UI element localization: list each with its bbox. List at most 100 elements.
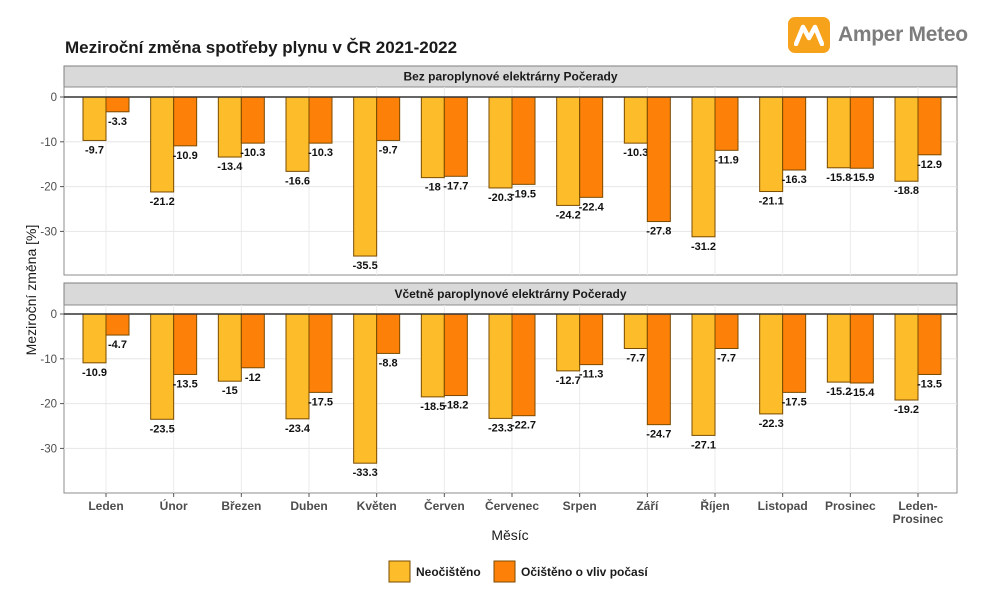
y-tick-label: -30 bbox=[40, 443, 57, 455]
data-label: -21.1 bbox=[759, 196, 784, 208]
data-label: -7.7 bbox=[717, 352, 736, 364]
bar-neocisteno bbox=[420, 313, 445, 398]
data-label: -18.2 bbox=[443, 400, 468, 412]
bar-ocisteno bbox=[511, 96, 536, 185]
bar-ocisteno bbox=[849, 313, 874, 384]
brand-name: Amper Meteo bbox=[838, 23, 968, 46]
data-label: -31.2 bbox=[691, 241, 716, 253]
data-label: -11.9 bbox=[714, 154, 738, 166]
brand-logo: Amper Meteo bbox=[788, 17, 968, 53]
data-label: -12 bbox=[245, 372, 261, 384]
x-tick-label: Srpen bbox=[563, 499, 597, 513]
data-label: -12.7 bbox=[556, 375, 581, 387]
data-label: -11.3 bbox=[579, 369, 603, 381]
bar-ocisteno bbox=[376, 313, 401, 354]
facet-strip-label: Bez paroplynové elektrárny Počerady bbox=[403, 70, 617, 84]
bar-neocisteno bbox=[217, 96, 242, 158]
data-label: -21.2 bbox=[150, 196, 175, 208]
x-tick-label: Leden-Prosinec bbox=[893, 499, 944, 526]
bar-neocisteno bbox=[82, 313, 107, 364]
data-label: -22.4 bbox=[579, 201, 605, 213]
bar-ocisteno bbox=[308, 313, 333, 393]
data-label: -13.4 bbox=[217, 161, 243, 173]
data-label: -9.7 bbox=[379, 144, 398, 156]
bar-neocisteno bbox=[556, 313, 581, 372]
data-label: -27.8 bbox=[646, 226, 671, 238]
data-label: -7.7 bbox=[626, 352, 645, 364]
data-label: -15.8 bbox=[826, 172, 851, 184]
y-tick-label: -20 bbox=[40, 182, 57, 194]
bar-neocisteno bbox=[420, 96, 445, 179]
data-label: -27.1 bbox=[691, 439, 716, 451]
y-tick-label: -10 bbox=[40, 354, 57, 366]
bar-neocisteno bbox=[759, 96, 784, 193]
data-label: -19.5 bbox=[511, 188, 536, 200]
x-tick-label: Prosinec bbox=[825, 499, 876, 513]
x-tick-label: Říjen bbox=[700, 498, 729, 513]
bar-neocisteno bbox=[285, 96, 310, 172]
bar-neocisteno bbox=[353, 96, 378, 257]
bar-neocisteno bbox=[556, 96, 581, 206]
data-label: -13.5 bbox=[173, 378, 198, 390]
amper-meteo-logo-icon bbox=[788, 17, 830, 53]
data-label: -12.9 bbox=[917, 159, 942, 171]
data-label: -17.7 bbox=[443, 180, 468, 192]
bar-ocisteno bbox=[646, 313, 671, 426]
bar-ocisteno bbox=[173, 96, 198, 147]
data-label: -22.3 bbox=[759, 418, 784, 430]
data-label: -23.4 bbox=[285, 423, 311, 435]
data-label: -22.7 bbox=[511, 420, 536, 432]
data-label: -33.3 bbox=[353, 467, 378, 479]
legend-label: Očištěno o vliv počasí bbox=[521, 565, 648, 579]
x-tick-label: Červenec bbox=[485, 498, 539, 513]
bar-ocisteno bbox=[240, 96, 265, 144]
data-label: -17.5 bbox=[308, 396, 333, 408]
y-tick-label: 0 bbox=[51, 92, 57, 104]
data-label: -8.8 bbox=[379, 357, 398, 369]
bar-neocisteno bbox=[150, 313, 175, 420]
data-label: -19.2 bbox=[894, 404, 919, 416]
bar-neocisteno bbox=[894, 96, 919, 182]
data-label: -10.3 bbox=[623, 147, 648, 159]
x-tick-label: Září bbox=[636, 499, 659, 513]
bar-ocisteno bbox=[240, 313, 265, 369]
data-label: -18.5 bbox=[420, 401, 445, 413]
bar-ocisteno bbox=[579, 313, 604, 366]
x-tick-label: Duben bbox=[290, 499, 327, 513]
x-tick-label: Leden bbox=[88, 499, 123, 513]
data-label: -18 bbox=[425, 182, 441, 194]
bar-neocisteno bbox=[691, 313, 716, 436]
bar-ocisteno bbox=[714, 313, 739, 349]
data-label: -24.2 bbox=[556, 209, 581, 221]
bar-ocisteno bbox=[443, 96, 468, 177]
bar-ocisteno bbox=[917, 313, 942, 375]
y-tick-label: -10 bbox=[40, 137, 57, 149]
data-label: -23.3 bbox=[488, 422, 513, 434]
bar-neocisteno bbox=[285, 313, 310, 420]
data-label: -15.4 bbox=[849, 387, 875, 399]
data-label: -15.2 bbox=[826, 386, 851, 398]
bar-neocisteno bbox=[353, 313, 378, 464]
x-tick-label: Únor bbox=[160, 498, 188, 513]
bar-ocisteno bbox=[376, 96, 401, 141]
x-tick-label: Červen bbox=[424, 498, 465, 513]
data-label: -10.9 bbox=[173, 150, 198, 162]
data-label: -18.8 bbox=[894, 185, 919, 197]
data-label: -23.5 bbox=[150, 423, 175, 435]
y-tick-label: -30 bbox=[40, 226, 57, 238]
x-axis-title: Měsíc bbox=[491, 527, 528, 543]
data-label: -10.9 bbox=[82, 367, 107, 379]
bar-neocisteno bbox=[623, 313, 648, 349]
legend: Neočištěno Očištěno o vliv počasí bbox=[388, 560, 648, 583]
data-label: -13.5 bbox=[917, 378, 942, 390]
data-label: -15 bbox=[222, 385, 238, 397]
bar-ocisteno bbox=[511, 313, 536, 417]
facet-panel-1: Bez paroplynové elektrárny Počerady 0 -10 -… bbox=[40, 65, 958, 276]
bar-neocisteno bbox=[488, 96, 513, 189]
bar-neocisteno bbox=[623, 96, 648, 144]
x-tick-label: Březen bbox=[221, 499, 261, 513]
chart-title: Meziroční změna spotřeby plynu v ČR 2021… bbox=[65, 38, 458, 57]
bar-ocisteno bbox=[443, 313, 468, 397]
bar-neocisteno bbox=[759, 313, 784, 415]
bar-ocisteno bbox=[782, 313, 807, 393]
